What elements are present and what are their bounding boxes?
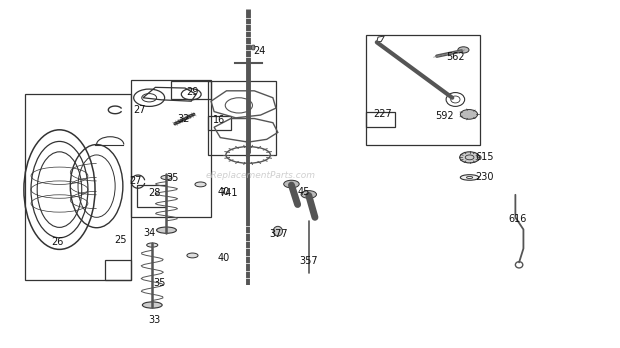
Text: 16: 16 <box>213 115 225 125</box>
Text: 33: 33 <box>148 315 160 325</box>
Ellipse shape <box>251 45 255 50</box>
Text: 34: 34 <box>143 228 155 238</box>
Circle shape <box>460 110 477 119</box>
Text: 35: 35 <box>167 173 179 183</box>
Text: 615: 615 <box>475 152 494 163</box>
Text: 357: 357 <box>299 256 318 266</box>
Text: 27: 27 <box>134 105 146 115</box>
Text: 616: 616 <box>508 214 527 224</box>
Text: 25: 25 <box>115 235 127 245</box>
Text: 28: 28 <box>148 188 161 198</box>
Ellipse shape <box>273 226 283 236</box>
Text: 45: 45 <box>298 187 310 197</box>
Ellipse shape <box>157 227 176 233</box>
Ellipse shape <box>195 182 206 187</box>
Ellipse shape <box>161 175 172 180</box>
Text: 35: 35 <box>153 278 166 288</box>
Text: 24: 24 <box>253 46 265 56</box>
Ellipse shape <box>458 47 469 53</box>
Text: 230: 230 <box>475 173 494 182</box>
Text: 29: 29 <box>186 87 198 96</box>
Ellipse shape <box>143 302 162 308</box>
Text: 27: 27 <box>130 176 142 186</box>
Text: 562: 562 <box>446 52 465 62</box>
Text: 741: 741 <box>219 188 237 198</box>
Ellipse shape <box>460 175 479 180</box>
Ellipse shape <box>301 191 316 198</box>
Ellipse shape <box>147 243 158 247</box>
Text: 32: 32 <box>177 114 190 124</box>
Text: eReplacementParts.com: eReplacementParts.com <box>205 171 316 180</box>
Text: 40: 40 <box>217 187 229 197</box>
Text: 377: 377 <box>270 229 288 239</box>
Text: 26: 26 <box>51 237 64 247</box>
Text: 227: 227 <box>374 109 392 119</box>
Text: 592: 592 <box>435 111 454 121</box>
Ellipse shape <box>187 253 198 258</box>
Text: 40: 40 <box>217 253 229 263</box>
Circle shape <box>459 152 479 163</box>
Ellipse shape <box>284 180 299 188</box>
